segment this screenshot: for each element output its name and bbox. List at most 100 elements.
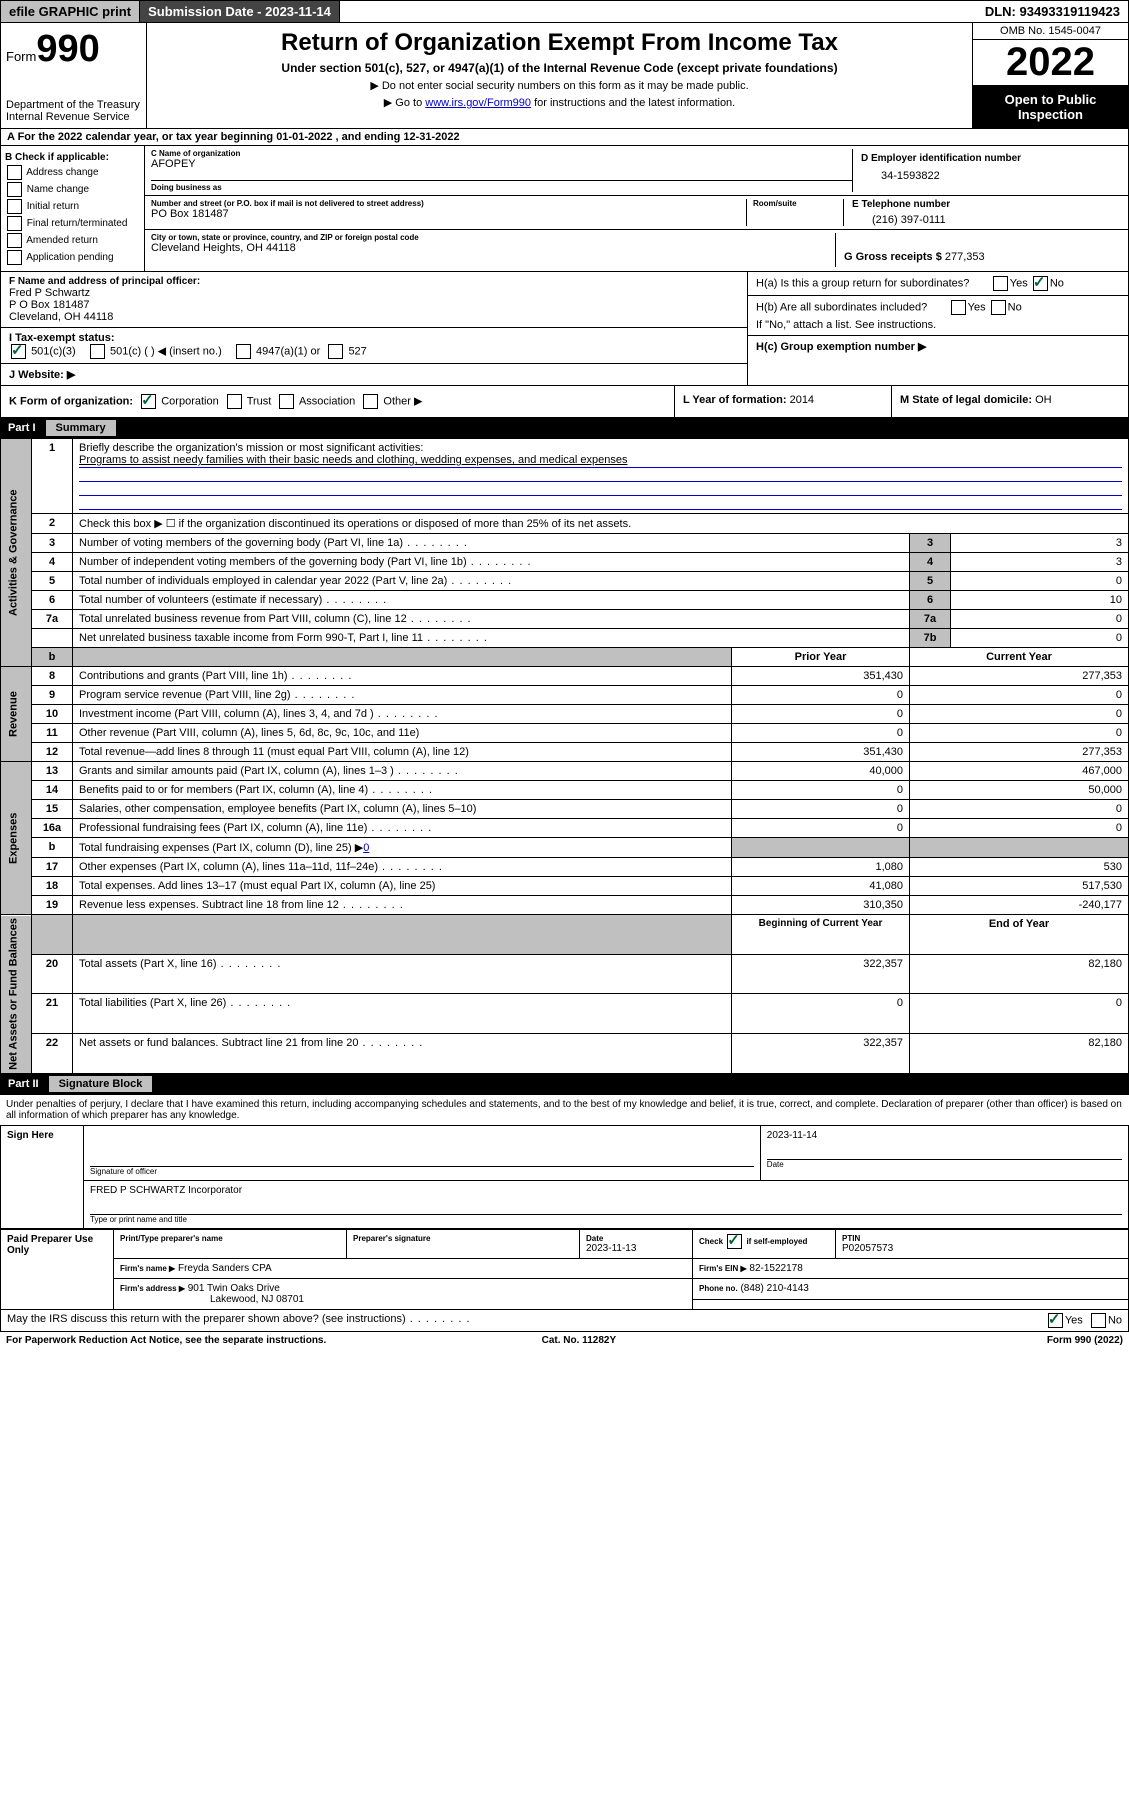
check-other[interactable] (363, 394, 378, 409)
check-address[interactable]: Address change (5, 165, 140, 180)
row-1-desc: Briefly describe the organization's miss… (73, 439, 1129, 514)
check-application[interactable]: Application pending (5, 250, 140, 265)
row-16a-num: 16a (32, 819, 73, 838)
ptin-cell: PTIN P02057573 (836, 1229, 1129, 1258)
domicile: OH (1035, 394, 1052, 406)
q1: Briefly describe the organization's miss… (79, 442, 1122, 454)
hb-yes[interactable] (951, 300, 966, 315)
ha-no[interactable] (1033, 276, 1048, 291)
row-13-desc: Grants and similar amounts paid (Part IX… (73, 762, 732, 781)
prior-year-hdr: Prior Year (732, 648, 910, 667)
sig-date: 2023-11-14 (767, 1130, 1122, 1141)
paid-preparer-table: Paid Preparer Use Only Print/Type prepar… (0, 1229, 1129, 1310)
city-label: City or town, state or province, country… (151, 233, 835, 242)
check-self-employed[interactable] (727, 1234, 742, 1249)
row-21-curr: 0 (910, 994, 1129, 1034)
ha-yes[interactable] (993, 276, 1008, 291)
row-19-desc: Revenue less expenses. Subtract line 18 … (73, 896, 732, 915)
org-name-block: C Name of organization AFOPEY Doing busi… (151, 149, 852, 192)
row-13-prior: 40,000 (732, 762, 910, 781)
row-15-prior: 0 (732, 800, 910, 819)
row-19-num: 19 (32, 896, 73, 915)
city-block: City or town, state or province, country… (151, 233, 835, 267)
discuss-yes[interactable] (1048, 1313, 1063, 1328)
officer-typed-name: FRED P SCHWARTZ Incorporator (90, 1185, 1122, 1196)
row-7b-key: 7b (910, 629, 951, 648)
row-14-curr: 50,000 (910, 781, 1129, 800)
domicile-label: M State of legal domicile: (900, 394, 1032, 406)
part-2-header: Part II Signature Block (0, 1074, 1129, 1094)
box-f: F Name and address of principal officer:… (1, 272, 747, 328)
row-4-key: 4 (910, 553, 951, 572)
check-final[interactable]: Final return/terminated (5, 216, 140, 231)
row-17-desc: Other expenses (Part IX, column (A), lin… (73, 858, 732, 877)
sign-table: Sign Here Signature of officer 2023-11-1… (0, 1125, 1129, 1229)
row-6-val: 10 (951, 591, 1129, 610)
row-5-num: 5 (32, 572, 73, 591)
row-15-desc: Salaries, other compensation, employee b… (73, 800, 732, 819)
row-18-num: 18 (32, 877, 73, 896)
irs-label: Internal Revenue Service (6, 111, 141, 123)
footer-left: For Paperwork Reduction Act Notice, see … (6, 1335, 326, 1346)
firm-ein: 82-1522178 (749, 1263, 802, 1274)
check-corp[interactable] (141, 394, 156, 409)
ha-no-lbl: No (1050, 277, 1064, 289)
goto-post: for instructions and the latest informat… (531, 97, 735, 109)
row-16a-desc: Professional fundraising fees (Part IX, … (73, 819, 732, 838)
q16b-pre: Total fundraising expenses (Part IX, col… (79, 842, 363, 854)
hb-no-lbl: No (1008, 301, 1022, 313)
check-name[interactable]: Name change (5, 182, 140, 197)
lbl-corp: Corporation (161, 395, 218, 407)
row-8-desc: Contributions and grants (Part VIII, lin… (73, 667, 732, 686)
row-19-prior: 310,350 (732, 896, 910, 915)
row-22-prior: 322,357 (732, 1034, 910, 1074)
header-left: Form990 Department of the Treasury Inter… (1, 23, 147, 128)
street: PO Box 181487 (151, 208, 746, 220)
form-subtitle: Under section 501(c), 527, or 4947(a)(1)… (153, 61, 966, 75)
irs-link[interactable]: www.irs.gov/Form990 (425, 97, 531, 109)
top-bar: efile GRAPHIC print Submission Date - 20… (0, 0, 1129, 23)
box-m: M State of legal domicile: OH (891, 386, 1128, 417)
street-block: Number and street (or P.O. box if mail i… (151, 199, 746, 226)
box-hb: H(b) Are all subordinates included? Yes … (748, 296, 1128, 315)
ptin: P02057573 (842, 1243, 1122, 1254)
hb-no[interactable] (991, 300, 1006, 315)
box-i: I Tax-exempt status: 501(c)(3) 501(c) ( … (1, 328, 747, 364)
check-501c[interactable] (90, 344, 105, 359)
q16b-val: 0 (363, 842, 369, 854)
city: Cleveland Heights, OH 44118 (151, 242, 835, 254)
check-501c3[interactable] (11, 344, 26, 359)
gross-value: 277,353 (945, 251, 985, 263)
row-7a-desc: Total unrelated business revenue from Pa… (73, 610, 910, 629)
row-7a-key: 7a (910, 610, 951, 629)
row-4-desc: Number of independent voting members of … (73, 553, 910, 572)
room-label: Room/suite (753, 199, 843, 208)
self-emp-cell: Check if self-employed (693, 1229, 836, 1258)
lbl-501c: 501(c) ( ) ◀ (insert no.) (110, 345, 222, 357)
check-527[interactable] (328, 344, 343, 359)
form-990-label: Form990 (6, 28, 141, 71)
row-22-desc: Net assets or fund balances. Subtract li… (73, 1034, 732, 1074)
row-2-num: 2 (32, 514, 73, 534)
box-b-heading: B Check if applicable: (5, 152, 140, 163)
ssn-note: ▶ Do not enter social security numbers o… (153, 79, 966, 92)
check-amended[interactable]: Amended return (5, 233, 140, 248)
box-b: B Check if applicable: Address change Na… (1, 146, 145, 271)
submission-date-label: Submission Date - 2023-11-14 (140, 1, 340, 22)
check-if-lbl: if self-employed (744, 1237, 807, 1246)
check-initial[interactable]: Initial return (5, 199, 140, 214)
efile-print-button[interactable]: efile GRAPHIC print (1, 1, 140, 22)
officer-name: Fred P Schwartz (9, 287, 739, 299)
sig-officer-label: Signature of officer (90, 1166, 754, 1176)
discuss-yes-lbl: Yes (1065, 1314, 1083, 1326)
lbl-other: Other ▶ (383, 395, 422, 407)
declaration: Under penalties of perjury, I declare th… (0, 1094, 1129, 1125)
check-trust[interactable] (227, 394, 242, 409)
hb-label: H(b) Are all subordinates included? (756, 301, 927, 313)
row-6-num: 6 (32, 591, 73, 610)
check-4947[interactable] (236, 344, 251, 359)
check-assoc[interactable] (279, 394, 294, 409)
lbl-4947: 4947(a)(1) or (256, 345, 320, 357)
discuss-no[interactable] (1091, 1313, 1106, 1328)
sig-date-cell: 2023-11-14 Date (760, 1125, 1128, 1180)
